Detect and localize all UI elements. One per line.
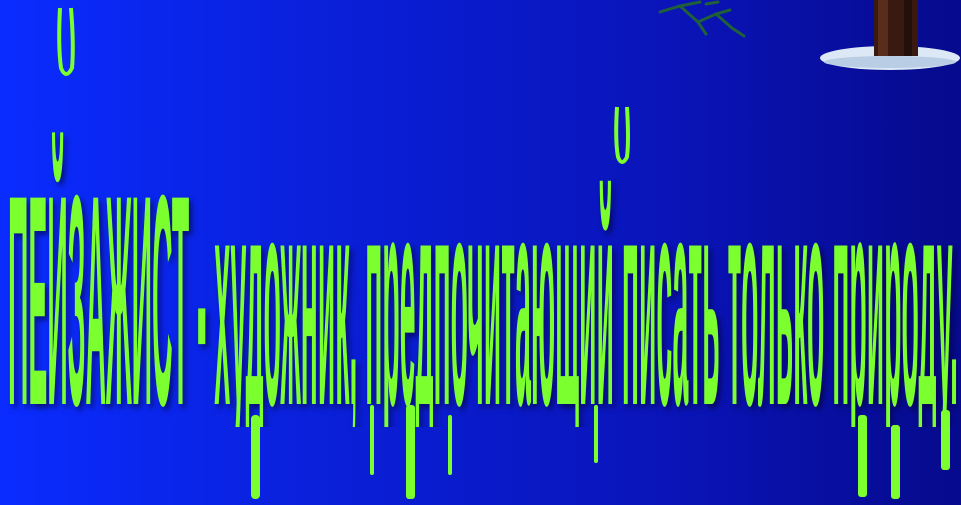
breve-mark-top-left [57,7,75,76]
caption-text: ПЕЙЗАЖИСТ - художник, предпочитающий пис… [8,132,958,427]
tree-trunk-on-snow-icon [820,0,960,70]
slide-caption: ПЕЙЗАЖИСТ - художник, предпочитающий пис… [8,92,958,427]
breve-mark-middle [614,106,630,164]
descender-strokes [251,405,950,499]
tree-branch-icon [658,0,746,38]
